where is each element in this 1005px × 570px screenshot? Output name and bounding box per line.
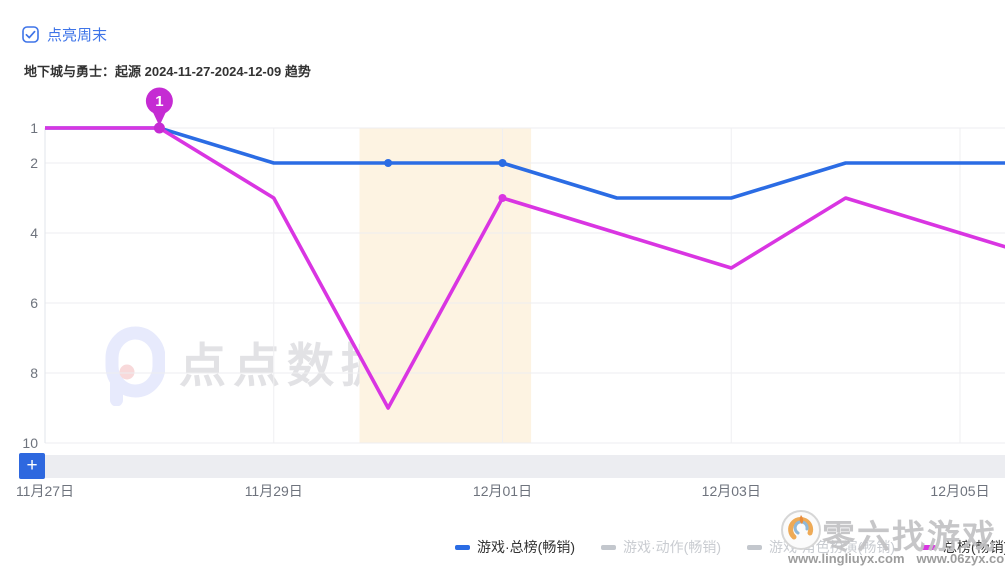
- y-axis-tick-label: 8: [30, 365, 38, 381]
- legend-dash-icon: [601, 544, 616, 550]
- site-watermark-urls: www.lingliuyx.com www.06zyx.com: [788, 551, 1005, 566]
- legend-item-0[interactable]: 游戏·总榜(畅销): [455, 537, 575, 557]
- data-point-dot-0: [498, 159, 507, 167]
- legend-label: 游戏·总榜(畅销): [477, 539, 575, 555]
- site-url-2: www.06zyx.com: [916, 551, 1005, 566]
- diandian-watermark-text: 点点数据: [179, 339, 395, 392]
- highlight-weekend-label[interactable]: 点亮周末: [47, 27, 108, 44]
- y-axis-tick-label: 10: [22, 435, 38, 451]
- highlight-weekend-checkbox[interactable]: [22, 26, 39, 43]
- add-button[interactable]: +: [19, 453, 45, 479]
- rank-marker-point: [153, 122, 165, 134]
- legend-item-3[interactable]: 总榜(畅销): [921, 537, 1005, 557]
- y-axis-tick-label: 1: [30, 120, 38, 136]
- header-row: 点亮周末: [22, 24, 107, 45]
- legend-label: 总榜(畅销): [943, 539, 1005, 555]
- diandian-watermark: 点点数据: [103, 326, 395, 406]
- data-point-dot-1: [498, 194, 507, 202]
- rank-marker-tail: [151, 110, 167, 126]
- chart-title: 地下城与勇士：起源 2024-11-27-2024-12-09 趋势: [24, 64, 311, 79]
- diandian-logo-icon: [105, 326, 165, 406]
- site-logo-icon: [781, 510, 821, 550]
- y-axis-tick-label: 4: [30, 225, 38, 241]
- legend-label: 游戏·动作(畅销): [623, 539, 721, 555]
- checkbox-checked-icon: [22, 26, 39, 43]
- x-axis-label: 12月01日: [473, 483, 532, 499]
- x-axis-label: 12月05日: [930, 483, 989, 499]
- y-axis-tick-label: 2: [30, 155, 38, 171]
- x-axis-label: 11月29日: [245, 483, 303, 499]
- legend-dash-icon: [455, 544, 470, 550]
- datazoom-track[interactable]: [45, 455, 1005, 478]
- site-url-1: www.lingliuyx.com: [788, 551, 905, 566]
- legend-item-1[interactable]: 游戏·动作(畅销): [601, 537, 721, 557]
- y-axis-tick-label: 6: [30, 295, 38, 311]
- series-line-0: [45, 126, 1005, 200]
- x-axis-label: 12月03日: [702, 483, 761, 499]
- rank-marker-label: 1: [155, 93, 163, 110]
- series-line-1: [45, 126, 1005, 410]
- x-axis-label: 11月27日: [16, 483, 74, 499]
- rank-marker-pin: [145, 87, 173, 115]
- legend-dash-icon: [921, 544, 936, 550]
- weekend-highlight-band: [359, 128, 532, 443]
- legend-dash-icon: [747, 544, 762, 550]
- site-watermark-text: 零六找游戏: [822, 518, 997, 555]
- data-point-dot-0: [384, 159, 393, 167]
